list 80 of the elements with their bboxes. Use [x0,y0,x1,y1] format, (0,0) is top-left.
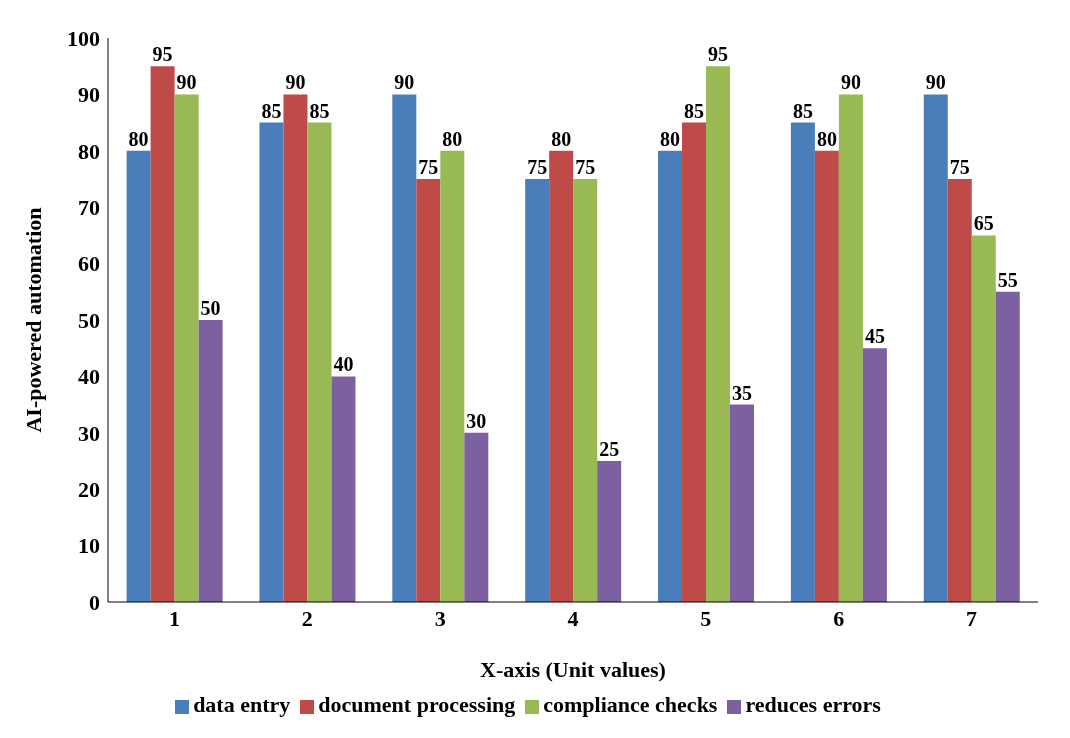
x-tick-label: 6 [833,605,845,631]
data-label: 40 [333,353,354,376]
data-label: 95 [152,43,173,66]
y-tick-label: 80 [78,138,100,164]
legend-label: data entry [193,692,291,717]
y-tick-label: 100 [67,25,100,51]
data-label: 80 [660,127,681,150]
data-label: 90 [285,71,306,94]
y-tick-label: 40 [78,364,100,390]
bar [971,235,996,602]
data-label: 30 [466,409,487,432]
bar [658,150,683,602]
x-tick-label: 1 [168,605,180,631]
bar [392,94,417,602]
data-label: 65 [973,212,994,235]
y-tick-label: 50 [78,307,100,333]
x-axis-title: X-axis (Unit values) [480,657,666,682]
x-tick-label: 7 [966,605,978,631]
bar [923,94,948,602]
data-label: 80 [816,127,837,150]
data-label: 90 [840,71,861,94]
y-tick-label: 0 [89,589,100,615]
bar [730,404,755,602]
data-label: 90 [925,71,946,94]
bar [198,320,223,602]
bar [416,179,441,602]
bar [464,432,489,602]
data-label: 50 [200,297,221,319]
bar [790,122,815,602]
y-tick-label: 30 [78,420,100,446]
bar [838,94,863,602]
data-label: 80 [442,127,463,150]
bar [706,66,731,602]
x-tick-label: 3 [434,605,446,631]
x-tick-label: 2 [301,605,313,631]
bar [283,94,308,602]
data-label: 80 [551,127,572,150]
legend-label: document processing [318,692,516,717]
data-label: 75 [575,156,596,178]
data-label: 85 [684,99,705,122]
data-label: 55 [997,268,1018,291]
bar [150,66,175,602]
bar [814,150,839,602]
bar [331,376,356,602]
y-tick-label: 90 [78,82,100,108]
data-label: 35 [732,381,753,404]
data-label: 90 [394,71,415,94]
bar [549,150,574,602]
x-tick-label: 5 [700,605,712,631]
x-tick-label: 4 [567,605,579,631]
bar [995,291,1020,602]
bar [174,94,199,602]
data-label: 45 [864,325,885,348]
legend-label: reduces errors [745,692,881,717]
data-label: 85 [261,99,282,122]
data-label: 75 [949,156,970,178]
bar [307,122,332,602]
bar [440,150,465,602]
bar [947,179,972,602]
legend-label: compliance checks [543,692,718,717]
data-label: 90 [176,71,197,94]
y-tick-label: 10 [78,533,100,559]
y-tick-label: 60 [78,251,100,277]
bar [573,179,598,602]
data-label: 25 [599,438,620,460]
bar [682,122,707,602]
data-label: 75 [527,156,548,178]
bar [259,122,284,602]
bar [126,150,151,602]
data-label: 85 [309,99,330,122]
bar [862,348,887,602]
data-label: 75 [418,156,439,178]
y-axis-title: AI-powered automation [20,207,46,433]
bar [525,179,550,602]
y-tick-label: 70 [78,195,100,221]
bar [597,461,622,602]
data-label: 85 [792,99,813,122]
y-tick-label: 20 [78,477,100,503]
data-label: 95 [708,43,729,66]
data-label: 80 [128,127,149,150]
